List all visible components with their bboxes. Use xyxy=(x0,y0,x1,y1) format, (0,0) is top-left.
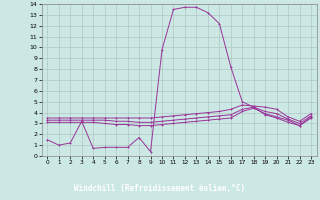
Text: Windchill (Refroidissement éolien,°C): Windchill (Refroidissement éolien,°C) xyxy=(75,184,245,193)
